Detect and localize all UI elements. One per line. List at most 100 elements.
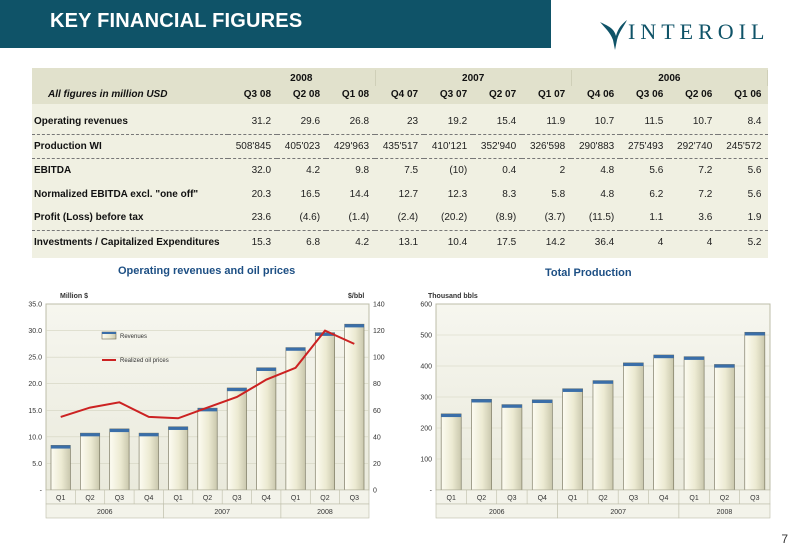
table-cell: 9.8: [355, 164, 370, 176]
table-cell: 5.2: [747, 236, 762, 248]
x-tick-label: Q3: [115, 495, 124, 502]
y2-tick-label: 120: [373, 328, 385, 335]
x-tick-label: Q1: [173, 495, 182, 502]
y-tick-label: 20.0: [28, 381, 42, 388]
table-cell: 19.2: [424, 110, 474, 135]
year-header-2006: 2006: [571, 70, 769, 86]
table-row: Profit (Loss) before tax 23.6 (4.6) (1.4) (2…: [32, 206, 768, 231]
figures-table: 2008 2007 2006 All figures in million USD …: [32, 70, 769, 254]
bar-cap: [109, 428, 130, 433]
bar-cap: [344, 324, 365, 328]
bar-cap: [653, 354, 674, 359]
x-tick-label: Q4: [144, 495, 153, 502]
spacer-row: [32, 102, 768, 110]
row-label: Operating revenues: [32, 110, 228, 135]
table-cell: 275'493: [620, 134, 670, 159]
bar-cap: [50, 445, 71, 449]
bar-cap: [592, 380, 614, 384]
column-header-row: All figures in million USD Q3 08 Q2 08 Q1 …: [32, 86, 768, 102]
table-cell: 508'845: [228, 134, 278, 159]
column-header: Q3 07: [439, 88, 468, 100]
table-row: Operating revenues 31.2 29.6 26.8 23 19.2 15.4…: [32, 110, 768, 135]
table-cell: 5.8: [551, 188, 566, 200]
title-bar: KEY FINANCIAL FIGURES: [0, 0, 551, 48]
table-cell: 4.2: [355, 236, 370, 248]
bar: [562, 388, 583, 491]
table-cell: 4: [657, 236, 664, 248]
table-cell: (11.5): [571, 206, 621, 231]
x-tick-label: Q1: [568, 495, 577, 502]
whale-tail-icon: [600, 20, 627, 50]
x-year-label: 2008: [717, 509, 733, 516]
column-header: Q1 08: [341, 88, 370, 100]
y-axis-label: Million $: [60, 293, 88, 300]
column-header: Q1 06: [734, 88, 762, 100]
column-header: Q1 07: [537, 88, 566, 100]
table-row: Normalized EBITDA excl. "one off" 20.3 16.…: [32, 182, 768, 206]
x-tick-label: Q3: [629, 495, 638, 502]
column-header: Q4 06: [587, 88, 615, 100]
table-cell: 435'517: [375, 134, 425, 159]
table-cell: 7.5: [404, 164, 419, 176]
table-cell: (1.4): [326, 206, 376, 231]
table-cell: 8.4: [718, 110, 768, 135]
table-cell: 10.4: [447, 236, 468, 248]
page-number: 7: [781, 532, 788, 546]
table-cell: 23.6: [228, 206, 278, 231]
column-header: Q3 08: [243, 88, 272, 100]
table-cell: 12.3: [447, 188, 468, 200]
table-cell: 14.4: [349, 188, 370, 200]
bar: [744, 331, 766, 491]
table-cell: 12.7: [398, 188, 419, 200]
year-row-spacer: [32, 70, 228, 86]
table-cell: 16.5: [300, 188, 321, 200]
table-cell: (10): [449, 164, 468, 176]
x-tick-label: Q1: [291, 495, 300, 502]
bar: [471, 398, 492, 491]
y2-tick-label: 100: [373, 355, 385, 362]
y-tick-label: 200: [420, 426, 432, 433]
x-tick-label: Q4: [538, 495, 547, 502]
year-header-2007: 2007: [375, 70, 572, 86]
table-cell: 405'023: [277, 134, 327, 159]
table-cell: 23: [375, 110, 425, 135]
bar: [314, 332, 335, 491]
bar-cap: [744, 332, 765, 336]
table-cell: 7.2: [698, 188, 713, 200]
column-header: Q2 07: [488, 88, 517, 100]
bar: [683, 356, 705, 491]
table-cell: 6.2: [649, 188, 664, 200]
chart-title-production: Total Production: [545, 267, 632, 279]
year-header-2008: 2008: [228, 70, 376, 86]
legend-swatch-cap: [102, 332, 116, 334]
row-label: Production WI: [32, 134, 228, 159]
table-row: Production WI 508'845 405'023 429'963 435'51…: [32, 134, 768, 159]
table-cell: 290'883: [571, 134, 621, 159]
row-label: EBITDA: [34, 164, 72, 176]
bar-cap: [227, 387, 247, 392]
table-cell: 31.2: [228, 110, 278, 135]
y-tick-label: 400: [420, 364, 432, 371]
bar: [50, 445, 71, 491]
table-cell: 15.4: [473, 110, 523, 135]
table-cell: 26.8: [326, 110, 376, 135]
bar: [197, 407, 218, 491]
y-tick-label: 5.0: [32, 461, 42, 468]
table-cell: 11.5: [620, 110, 670, 135]
table-cell: 429'963: [326, 134, 376, 159]
x-tick-label: Q2: [477, 495, 486, 502]
year-row: 2008 2007 2006: [32, 70, 769, 86]
y-tick-label: -: [40, 488, 43, 495]
bar: [285, 347, 306, 491]
bar-cap: [256, 367, 276, 371]
bar: [653, 354, 675, 491]
table-cell: 6.8: [306, 236, 321, 248]
column-header: Q2 08: [292, 88, 321, 100]
table-cell: 13.1: [398, 236, 419, 248]
x-tick-label: Q2: [598, 495, 607, 502]
y-tick-label: 300: [420, 395, 432, 402]
table-row: Investments / Capitalized Expenditures 15…: [32, 230, 768, 254]
table-row: EBITDA 32.0 4.2 9.8 7.5 (10) 0.4 2 4.8 5.6 7.2 5.6: [32, 158, 768, 182]
table-cell: 245'572: [718, 134, 768, 159]
table-cell: 4.8: [600, 164, 615, 176]
